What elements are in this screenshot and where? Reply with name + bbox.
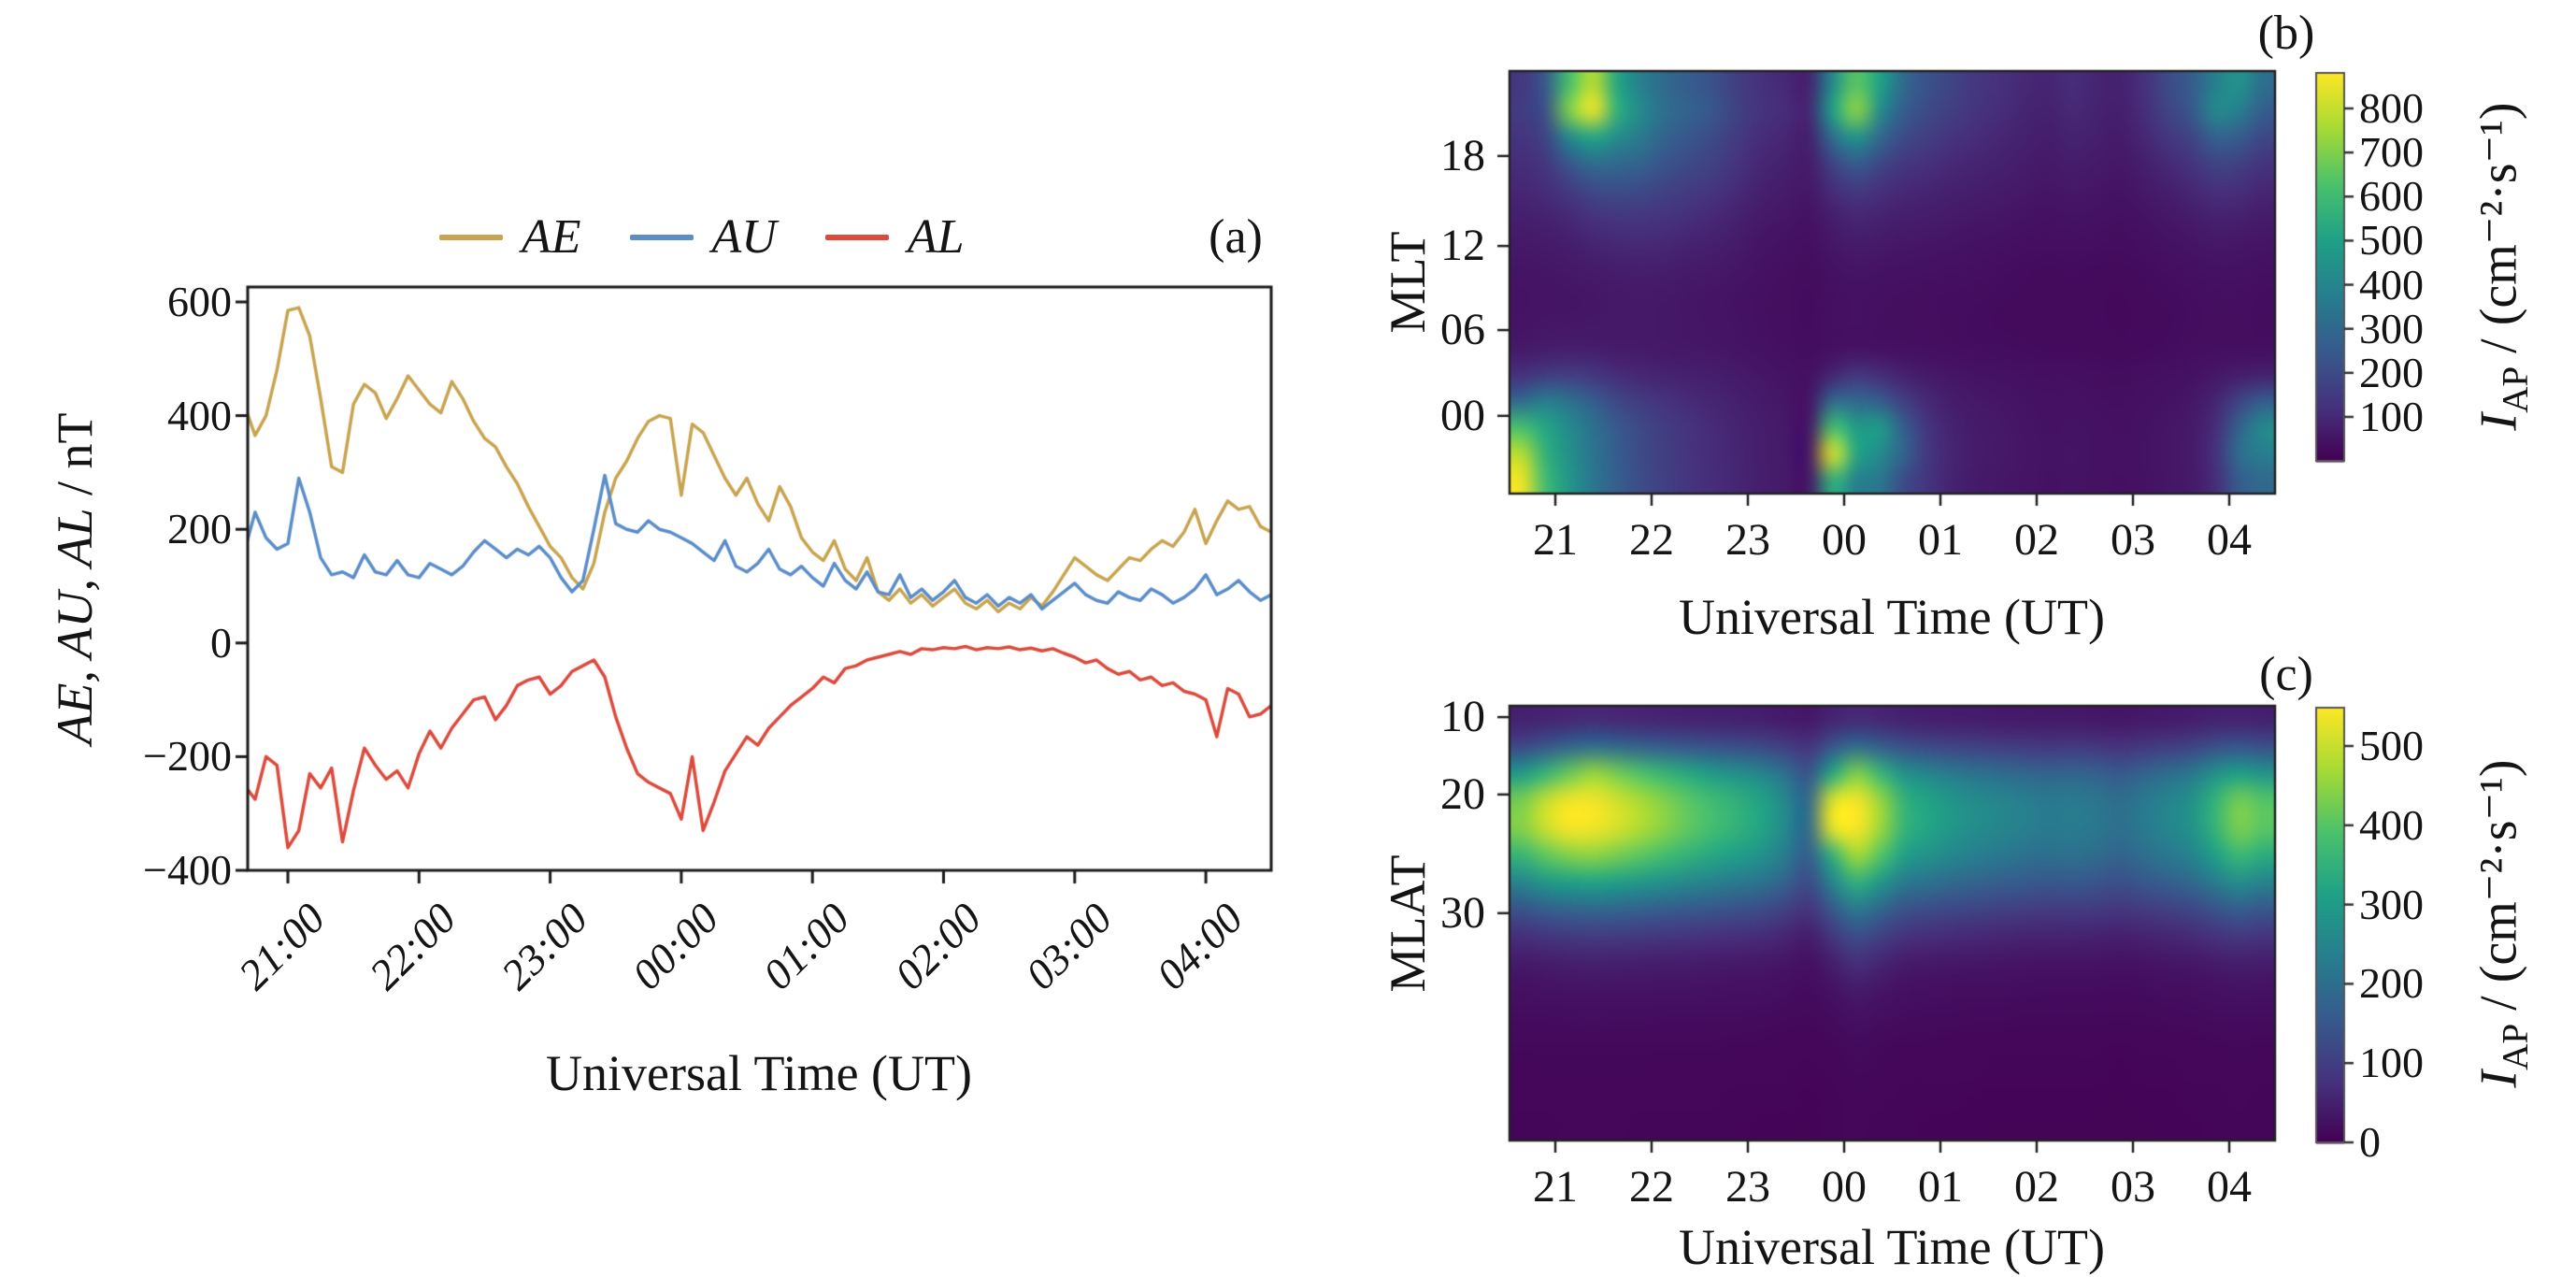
panel-c-y-tick-label: 30 <box>1440 887 1485 938</box>
panel-a-y-tick-label: 200 <box>167 505 232 553</box>
panel-b-x-tick-label: 04 <box>2207 515 2252 565</box>
panel-c-x-tick-label: 04 <box>2207 1162 2252 1212</box>
panel-a-label: (a) <box>1209 210 1263 264</box>
colorbar-b-tick-label: 700 <box>2359 128 2424 177</box>
colorbar-c-tick-label: 100 <box>2359 1039 2424 1087</box>
colorbar-b-tick-label: 200 <box>2359 348 2424 396</box>
panel-c-x-tick-label: 01 <box>1918 1162 1963 1212</box>
colorbar-b-tick-label: 300 <box>2359 304 2424 352</box>
colorbar-c-tick-label: 0 <box>2359 1118 2381 1166</box>
panel-a-y-axis-label: AE, AU, AL / nT <box>47 412 103 744</box>
panel-a-y-tick-label: 400 <box>167 391 232 439</box>
panel-b-y-tick-label: 12 <box>1440 221 1485 271</box>
panel-c-x-tick-label: 02 <box>2014 1162 2059 1212</box>
legend-item-ae: AE <box>439 213 581 262</box>
panel-c-x-tick-label: 00 <box>1822 1162 1867 1212</box>
panel-b-x-tick-label: 01 <box>1918 515 1963 565</box>
panel-c-x-tick-label: 22 <box>1629 1162 1674 1212</box>
legend-label-al: AL <box>907 210 965 264</box>
legend-label-ae: AE <box>522 210 581 264</box>
panel-c-x-axis-label: Universal Time (UT) <box>1679 1219 2105 1275</box>
ae-line-swatch <box>439 235 503 240</box>
panel-c-x-tick-label: 03 <box>2111 1162 2155 1212</box>
panel-c-x-tick-label: 23 <box>1725 1162 1770 1212</box>
colorbar-b-label: IAP / (cm⁻²·s⁻¹) <box>2469 102 2536 430</box>
colorbar-b-tick-label: 500 <box>2359 216 2424 265</box>
colorbar-b-tick-label: 600 <box>2359 172 2424 221</box>
panel-b-x-tick-label: 21 <box>1533 515 1578 565</box>
legend: AE AU AL <box>439 209 1013 265</box>
au-line-swatch <box>629 235 694 240</box>
panel-a-y-tick-label: 600 <box>167 278 232 325</box>
colorbar-c-tick-label: 200 <box>2359 959 2424 1008</box>
colorbar-c-tick-label: 300 <box>2359 880 2424 928</box>
colorbar-b-tick-label: 400 <box>2359 260 2424 308</box>
panel-b-x-tick-label: 02 <box>2014 515 2059 565</box>
panel-b-y-tick-label: 00 <box>1440 390 1485 440</box>
colorbar-c-label: IAP / (cm⁻²·s⁻¹) <box>2469 759 2536 1087</box>
colorbar-b-tick-label: 100 <box>2359 392 2424 440</box>
panel-a-y-tick-label: −200 <box>143 732 232 781</box>
panel-c-y-tick-label: 10 <box>1440 692 1485 742</box>
colorbar-c-tick-label: 400 <box>2359 800 2424 849</box>
panel-b-y-tick-label: 06 <box>1440 305 1485 355</box>
colorbar-b-label-sub: AP <box>2495 366 2536 413</box>
colorbar-c-tick-label: 500 <box>2359 722 2424 769</box>
panel-b-x-tick-label: 22 <box>1629 515 1674 565</box>
al-line-swatch <box>824 235 889 240</box>
panel-b-x-tick-label: 23 <box>1725 515 1770 565</box>
panel-b-y-tick-label: 18 <box>1440 130 1485 180</box>
panel-b-x-tick-label: 03 <box>2111 515 2155 565</box>
panel-a-x-axis-label: Universal Time (UT) <box>546 1045 972 1101</box>
legend-label-au: AU <box>711 210 777 264</box>
panel-b-x-axis-label: Universal Time (UT) <box>1679 589 2105 645</box>
legend-item-au: AU <box>629 210 777 264</box>
legend-item-al: AL <box>824 210 965 264</box>
panel-a-y-tick-label: −400 <box>143 846 232 894</box>
panel-b-label: (b) <box>2257 7 2315 60</box>
colorbar-b-tick-label: 800 <box>2359 84 2424 132</box>
panel-a-y-tick-label: 0 <box>210 618 232 667</box>
panel-c-label: (c) <box>2259 648 2313 701</box>
panel-c-y-tick-label: 20 <box>1440 768 1485 819</box>
panel-c-x-tick-label: 21 <box>1533 1162 1578 1212</box>
panel-b-x-tick-label: 00 <box>1822 515 1867 565</box>
colorbar-c-label-sub: AP <box>2495 1023 2536 1070</box>
